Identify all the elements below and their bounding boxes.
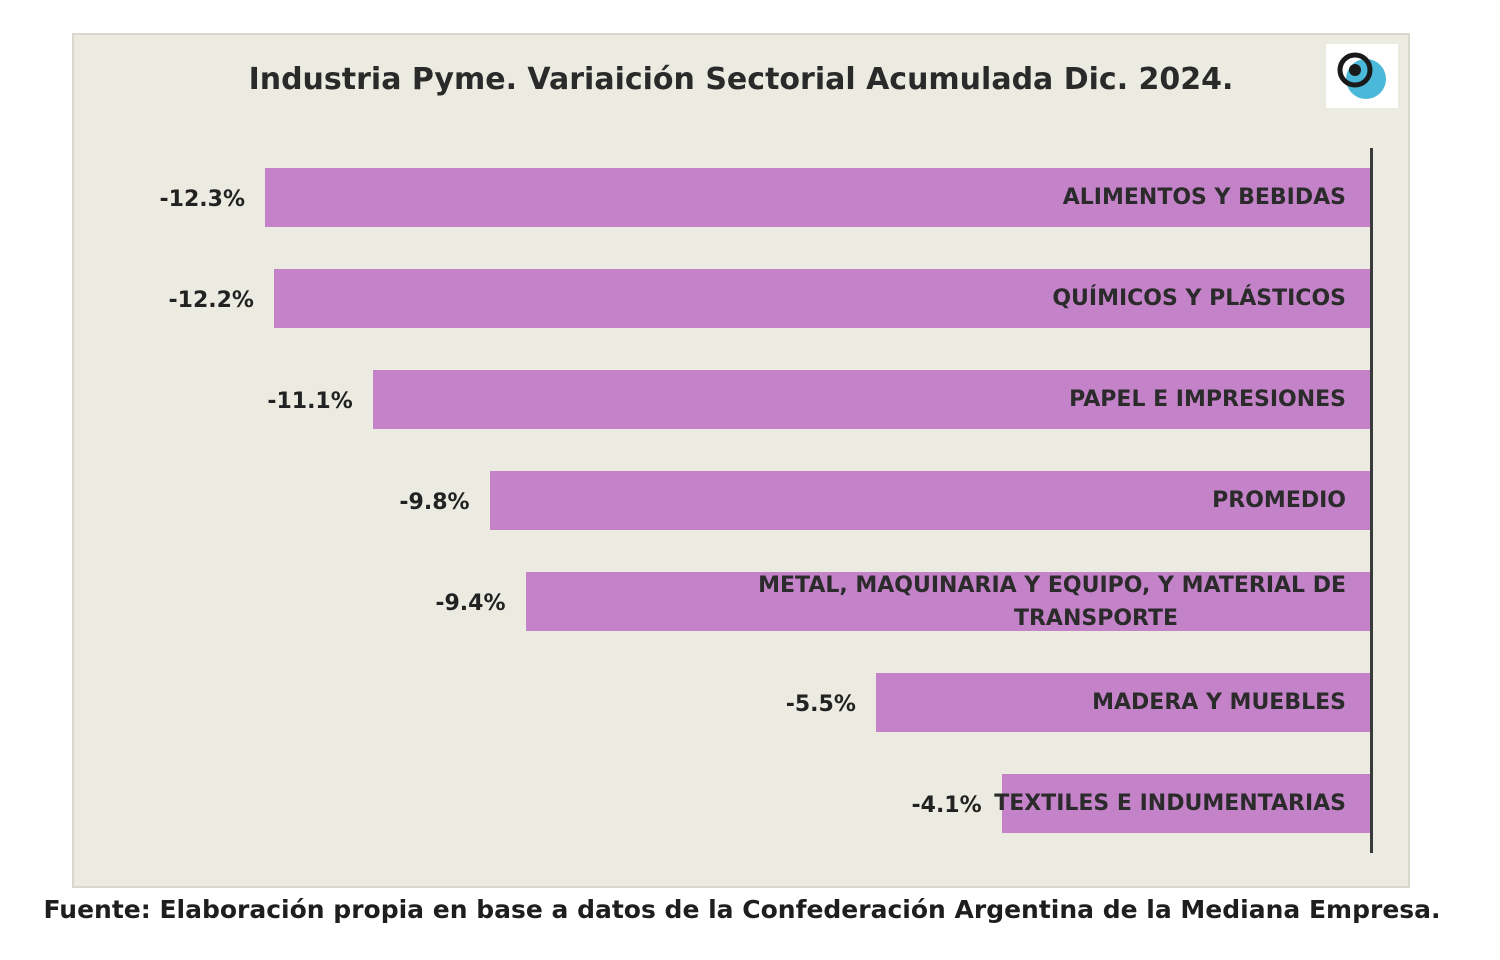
bar	[875, 673, 1370, 732]
circle-logo-icon	[1337, 52, 1386, 99]
category-label: PROMEDIO	[1212, 487, 1346, 513]
y-axis-line	[1370, 148, 1373, 853]
value-label: -9.4%	[435, 591, 506, 616]
category-label: ALIMENTOS Y BEBIDAS	[1062, 184, 1346, 210]
bar	[273, 269, 1370, 328]
bar	[265, 168, 1370, 227]
category-label: MADERA Y MUEBLES	[1092, 689, 1346, 715]
bar	[525, 572, 1370, 631]
value-label: -9.8%	[399, 490, 470, 515]
chart-title: Industria Pyme. Variaición Sectorial Acu…	[248, 62, 1234, 97]
value-label: -4.1%	[911, 793, 982, 818]
category-label: METAL, MAQUINARIA Y EQUIPO, Y MATERIAL D…	[758, 572, 1346, 631]
brand-logo	[1326, 44, 1398, 108]
bar	[489, 471, 1370, 530]
category-label: TEXTILES E INDUMENTARIAS	[994, 790, 1346, 816]
bar	[372, 370, 1370, 429]
value-label: -11.1%	[267, 389, 353, 414]
category-label: QUÍMICOS Y PLÁSTICOS	[1052, 285, 1346, 311]
value-label: -5.5%	[785, 692, 856, 717]
source-note: Fuente: Elaboración propia en base a dat…	[43, 895, 1441, 924]
value-label: -12.3%	[159, 187, 245, 212]
bar	[1001, 774, 1370, 833]
chart-panel	[72, 33, 1410, 888]
category-label: PAPEL E IMPRESIONES	[1069, 386, 1346, 412]
value-label: -12.2%	[168, 288, 254, 313]
